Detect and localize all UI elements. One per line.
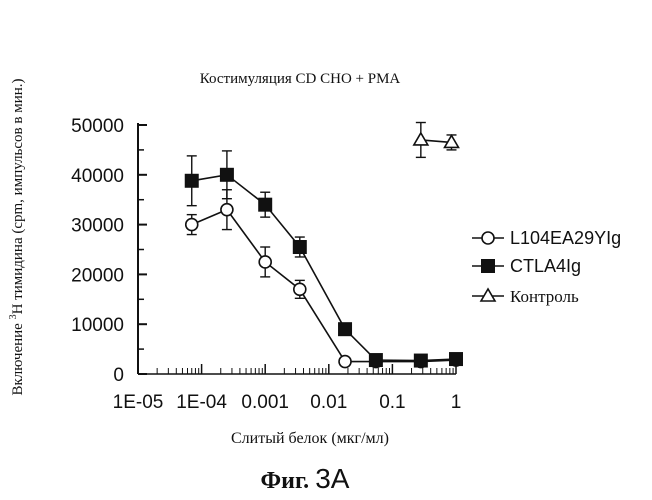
x-tick-label: 1E-05 xyxy=(113,392,164,413)
data-point xyxy=(259,256,271,268)
legend: L104EA29YIg CTLA4Ig Контроль xyxy=(472,228,621,306)
data-point xyxy=(414,133,428,145)
data-point xyxy=(221,204,233,216)
data-point xyxy=(339,323,352,336)
data-point xyxy=(414,354,427,367)
legend-label: Контроль xyxy=(510,287,579,306)
legend-marker xyxy=(481,289,495,301)
series-line xyxy=(192,210,456,362)
data-point xyxy=(450,353,463,366)
figure-caption-main: Фиг. xyxy=(261,468,310,494)
legend-marker xyxy=(482,260,495,273)
x-tick-label: 0.01 xyxy=(310,392,347,413)
data-markers xyxy=(185,133,462,368)
y-axis-label: Включение 3H тимидина (cpm, импульсов в … xyxy=(8,78,26,395)
figure-caption: Фиг.3A xyxy=(261,463,350,494)
y-tick-label: 30000 xyxy=(71,216,124,237)
data-point xyxy=(294,283,306,295)
data-point xyxy=(293,241,306,254)
y-tick-label: 20000 xyxy=(71,265,124,286)
x-axis-label: Слитый белок (мкг/мл) xyxy=(231,430,389,447)
legend-label: L104EA29YIg xyxy=(510,228,621,248)
data-point xyxy=(259,198,272,211)
y-tick-label: 40000 xyxy=(71,166,124,187)
y-tick-label: 0 xyxy=(113,365,124,386)
series-line xyxy=(192,175,456,361)
x-tick-label: 0.1 xyxy=(379,392,405,413)
figure-caption-number: 3A xyxy=(315,463,350,494)
data-point xyxy=(339,356,351,368)
x-tick-label: 1E-04 xyxy=(176,392,227,413)
data-point xyxy=(369,354,382,367)
chart-title: Костимуляция CD CHO + PMA xyxy=(200,71,401,87)
x-tick-label: 1 xyxy=(451,392,462,413)
data-point xyxy=(186,219,198,231)
data-point xyxy=(220,168,233,181)
x-tick-label: 0.001 xyxy=(241,392,289,413)
legend-marker xyxy=(482,232,494,244)
data-point xyxy=(185,174,198,187)
y-tick-label: 50000 xyxy=(71,116,124,137)
y-tick-label: 10000 xyxy=(71,315,124,336)
legend-label: CTLA4Ig xyxy=(510,256,581,276)
